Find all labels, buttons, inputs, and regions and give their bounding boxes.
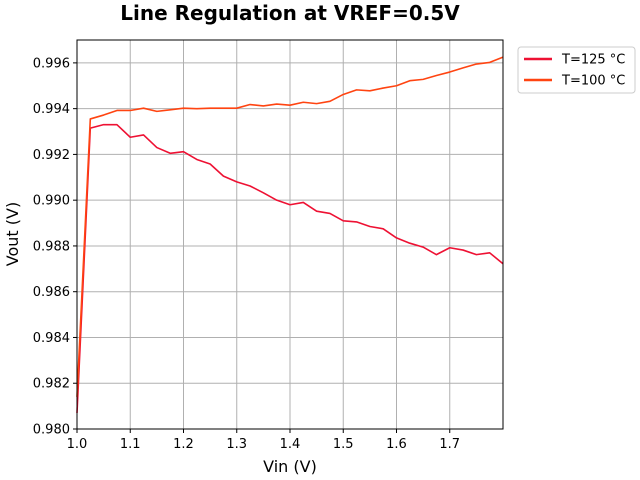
x-tick-label: 1.5	[333, 437, 354, 452]
series-layer	[76, 56, 504, 414]
grid	[76, 40, 503, 430]
y-tick-label: 0.990	[33, 194, 70, 209]
chart-title: Line Regulation at VREF=0.5V	[120, 1, 460, 25]
x-tick-label: 1.1	[120, 437, 141, 452]
x-tick-label: 1.2	[173, 437, 194, 452]
y-tick-label: 0.988	[33, 239, 70, 254]
y-tick-label: 0.992	[33, 148, 70, 163]
y-tick-label: 0.996	[33, 56, 70, 71]
legend-label-1: T=125 °C	[561, 53, 625, 68]
legend: T=125 °C T=100 °C	[517, 46, 636, 94]
axis-ticks: 1.0 1.1 1.2 1.3 1.4 1.5 1.6 1.7 0.980 0.982 0.984 0…	[33, 56, 460, 452]
y-tick-label: 0.994	[33, 102, 70, 117]
series-line-2	[76, 56, 504, 397]
x-axis-label: Vin (V)	[263, 457, 317, 476]
x-tick-label: 1.6	[386, 437, 407, 452]
y-axis-label: Vout (V)	[3, 202, 22, 266]
x-tick-label: 1.4	[280, 437, 301, 452]
y-tick-label: 0.982	[33, 377, 70, 392]
x-tick-label: 1.3	[226, 437, 247, 452]
x-tick-label: 1.7	[439, 437, 460, 452]
series-line-1	[76, 123, 504, 414]
y-tick-label: 0.984	[33, 331, 70, 346]
y-tick-label: 0.986	[33, 285, 70, 300]
y-tick-label: 0.980	[33, 423, 70, 438]
legend-label-2: T=100 °C	[561, 74, 625, 89]
x-tick-label: 1.0	[67, 437, 88, 452]
